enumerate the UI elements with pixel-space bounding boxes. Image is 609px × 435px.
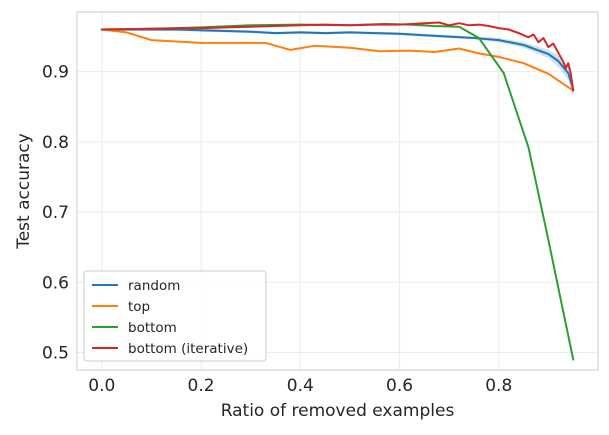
legend-label-bottom: bottom (128, 320, 177, 336)
plot-frame (76, 11, 599, 371)
y-tick-label: 0.7 (42, 203, 69, 223)
y-tick-label: 0.9 (42, 63, 69, 83)
y-axis-label: Test accuracy (14, 133, 34, 250)
series-line-bottom-iterative (100, 21, 575, 92)
legend-label-random: random (128, 278, 180, 294)
y-tick-label: 0.6 (42, 273, 69, 293)
legend-label-top: top (128, 299, 150, 315)
x-tick-label: 0.8 (485, 376, 512, 396)
series-line-random (100, 28, 575, 91)
x-tick-label: 0.2 (188, 376, 215, 396)
x-tick-label: 0.0 (88, 376, 115, 396)
series-layer (100, 21, 575, 361)
x-tick-label: 0.6 (386, 376, 413, 396)
legend: random top bottom bottom (iterative) (83, 270, 267, 362)
x-axis-label: Ratio of removed examples (221, 401, 455, 421)
legend-label-bottom-iterative: bottom (iterative) (128, 341, 248, 357)
series-band-random (101, 28, 574, 96)
series-line-top (100, 28, 575, 92)
x-tick-labels: 0.0 0.2 0.4 0.6 0.8 (88, 376, 512, 396)
x-tick-label: 0.4 (287, 376, 314, 396)
confidence-band-layer (101, 28, 574, 96)
y-tick-label: 0.8 (42, 133, 69, 153)
legend-box (83, 270, 267, 362)
y-tick-label: 0.5 (42, 343, 69, 363)
y-tick-labels: 0.5 0.6 0.7 0.8 0.9 (42, 63, 69, 364)
